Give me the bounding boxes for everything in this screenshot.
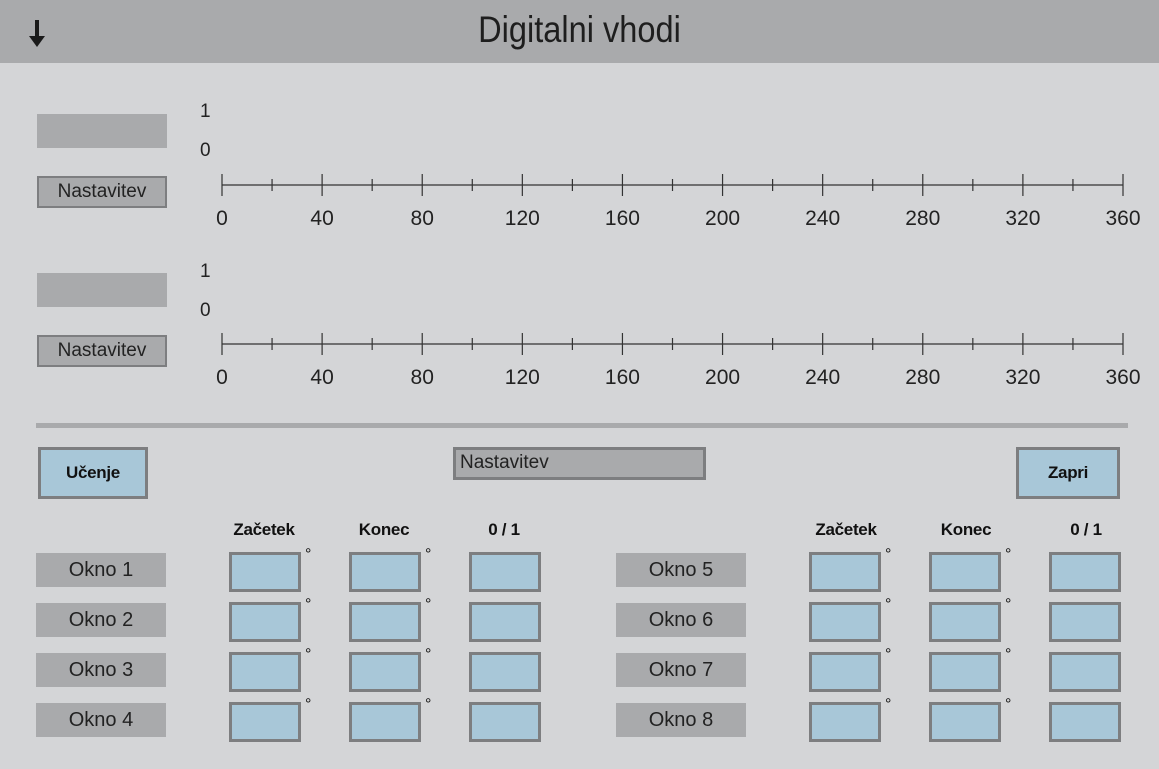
window-state-field[interactable] [1049,552,1121,592]
axis-tick-label: 240 [805,207,841,230]
arrow-down-icon[interactable] [26,18,48,50]
degree-unit: ° [1005,646,1012,663]
degree-unit: ° [885,646,892,663]
degree-unit: ° [885,596,892,613]
degree-unit: ° [425,696,432,713]
degree-unit: ° [305,596,312,613]
degree-unit: ° [1005,596,1012,613]
degree-unit: ° [1005,546,1012,563]
window-label: Okno 6 [616,603,746,637]
window-end-field[interactable] [349,652,421,692]
degree-unit: ° [425,646,432,663]
channel-2-settings-button[interactable]: Nastavitev [37,335,167,367]
header-bar [0,0,1159,63]
degree-unit: ° [305,696,312,713]
window-end-field[interactable] [929,552,1001,592]
axis-tick-label: 280 [905,207,941,230]
window-start-field[interactable] [229,552,301,592]
window-label: Okno 1 [36,553,166,587]
axis-tick-label: 200 [705,207,741,230]
page-title: Digitalni vhodi [478,9,681,50]
channel-1-settings-button[interactable]: Nastavitev [37,176,167,208]
degree-unit: ° [305,546,312,563]
channel-2-level-high: 1 [200,261,211,282]
degree-unit: ° [425,546,432,563]
channel-1-status [37,114,167,148]
axis-tick-label: 0 [216,207,228,230]
window-end-field[interactable] [929,652,1001,692]
axis-tick-label: 360 [1105,207,1141,230]
axis-tick-label: 40 [310,366,334,389]
axis-tick-label: 120 [504,207,540,230]
settings-field[interactable]: Nastavitev [453,447,706,480]
window-state-field[interactable] [469,702,541,742]
degree-unit: ° [885,696,892,713]
window-state-field[interactable] [1049,702,1121,742]
axis-tick-label: 40 [310,207,334,230]
window-end-field[interactable] [929,602,1001,642]
window-label: Okno 8 [616,703,746,737]
degree-unit: ° [305,646,312,663]
axis-tick-label: 200 [705,366,741,389]
col-end-right: Konec [940,520,992,539]
axis-tick-label: 240 [805,366,841,389]
close-button[interactable]: Zapri [1016,447,1120,499]
axis-tick-label: 120 [504,366,540,389]
window-state-field[interactable] [469,552,541,592]
window-start-field[interactable] [229,702,301,742]
window-start-field[interactable] [229,652,301,692]
window-label: Okno 3 [36,653,166,687]
col-end-left: Konec [358,520,410,539]
col-start-right: Začetek [815,520,877,539]
axis-tick-label: 320 [1005,366,1041,389]
axis-tick-label: 320 [1005,207,1041,230]
window-state-field[interactable] [469,652,541,692]
channel-1-level-low: 0 [200,140,211,161]
col-start-left: Začetek [233,520,295,539]
window-label: Okno 2 [36,603,166,637]
degree-unit: ° [885,546,892,563]
col-state-right: 0 / 1 [1070,520,1102,539]
channel-2-level-low: 0 [200,300,211,321]
window-label: Okno 4 [36,703,166,737]
degree-unit: ° [425,596,432,613]
window-state-field[interactable] [1049,652,1121,692]
window-end-field[interactable] [349,602,421,642]
window-end-field[interactable] [349,702,421,742]
window-label: Okno 5 [616,553,746,587]
channel-1-level-high: 1 [200,101,211,122]
learn-button[interactable]: Učenje [38,447,148,499]
axis-tick-label: 80 [410,366,434,389]
axis-tick-label: 160 [604,366,640,389]
axis-tick-label: 360 [1105,366,1141,389]
window-start-field[interactable] [809,702,881,742]
axis-tick-label: 80 [410,207,434,230]
axis-tick-label: 280 [905,366,941,389]
window-start-field[interactable] [809,652,881,692]
axis-tick-label: 0 [216,366,228,389]
window-end-field[interactable] [349,552,421,592]
section-divider [36,423,1128,428]
window-label: Okno 7 [616,653,746,687]
degree-unit: ° [1005,696,1012,713]
window-end-field[interactable] [929,702,1001,742]
window-state-field[interactable] [1049,602,1121,642]
window-start-field[interactable] [809,602,881,642]
window-state-field[interactable] [469,602,541,642]
axis-tick-label: 160 [604,207,640,230]
channel-2-status [37,273,167,307]
window-start-field[interactable] [229,602,301,642]
col-state-left: 0 / 1 [488,520,520,539]
window-start-field[interactable] [809,552,881,592]
